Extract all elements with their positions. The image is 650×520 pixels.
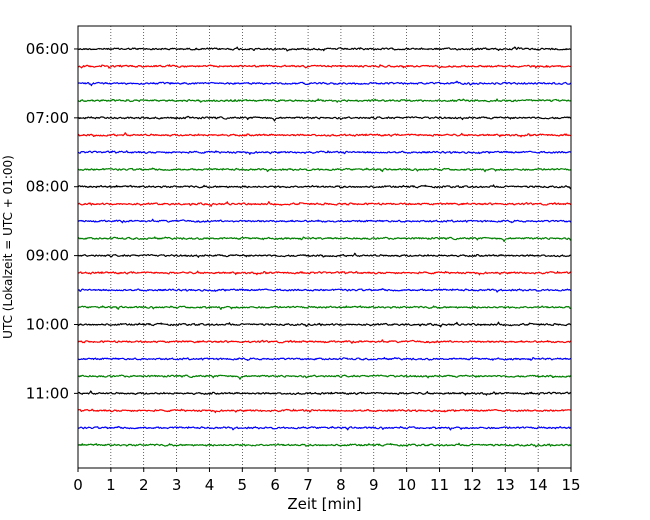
seismogram-trace: [77, 236, 572, 243]
seismogram-trace: [77, 115, 572, 122]
x-tick-label: 2: [139, 476, 149, 494]
x-grid-lines: [110, 26, 539, 468]
seismogram-trace: [77, 374, 572, 380]
seismogram-trace: [77, 288, 572, 293]
seismogram-trace: [77, 305, 572, 310]
x-axis-ticks: 0 1 2 3 4 5 6 7 8 9 10 11 12 13 14 15: [73, 468, 581, 494]
y-axis-title: UTC (Lokalzeit = UTC + 01:00): [1, 155, 15, 339]
x-tick-label: 13: [496, 476, 515, 494]
x-tick-label: 14: [529, 476, 548, 494]
y-tick-label: 10:00: [26, 315, 69, 333]
x-tick-label: 8: [336, 476, 346, 494]
seismogram-trace: [77, 425, 572, 431]
x-tick-label: 5: [238, 476, 248, 494]
seismogram-trace: [77, 252, 572, 258]
seismogram-trace: [77, 390, 572, 396]
seismogram-trace: [77, 408, 572, 414]
seismogram-trace: [77, 218, 572, 224]
x-tick-label: 0: [73, 476, 83, 494]
plot-frame: [77, 25, 572, 469]
y-tick-label: 06:00: [26, 40, 69, 58]
x-tick-label: 7: [303, 476, 313, 494]
x-tick-label: 11: [430, 476, 449, 494]
x-tick-label: 6: [270, 476, 280, 494]
x-tick-label: 10: [397, 476, 416, 494]
y-tick-label: 07:00: [26, 109, 69, 127]
y-tick-label: 09:00: [26, 247, 69, 265]
seismogram-trace: [77, 80, 572, 87]
x-tick-label: 3: [172, 476, 182, 494]
seismogram-trace: [77, 46, 572, 52]
seismogram-trace: [77, 64, 572, 69]
x-tick-label: 12: [463, 476, 482, 494]
x-tick-label: 15: [561, 476, 580, 494]
seismogram-trace: [77, 132, 572, 138]
seismogram-trace: [77, 356, 572, 361]
x-tick-label: 9: [369, 476, 379, 494]
x-axis-title: Zeit [min]: [287, 495, 361, 513]
y-axis-ticks: 06:00 07:00 08:00 09:00 10:00 11:00: [26, 40, 78, 402]
seismogram-trace: [77, 98, 572, 103]
seismogram-trace: [77, 270, 572, 276]
y-tick-label: 08:00: [26, 178, 69, 196]
seismogram-trace: [77, 339, 572, 344]
seismogram-trace: [77, 167, 572, 173]
x-tick-label: 4: [205, 476, 215, 494]
seismogram-trace: [77, 442, 572, 448]
seismogram-trace: [77, 201, 572, 207]
y-tick-label: 11:00: [26, 384, 69, 402]
x-tick-label: 1: [106, 476, 116, 494]
seismogram-trace: [77, 184, 572, 190]
seismogram-trace: [77, 321, 572, 328]
seismogram-traces: [77, 46, 572, 448]
seismogram-trace: [77, 150, 572, 155]
